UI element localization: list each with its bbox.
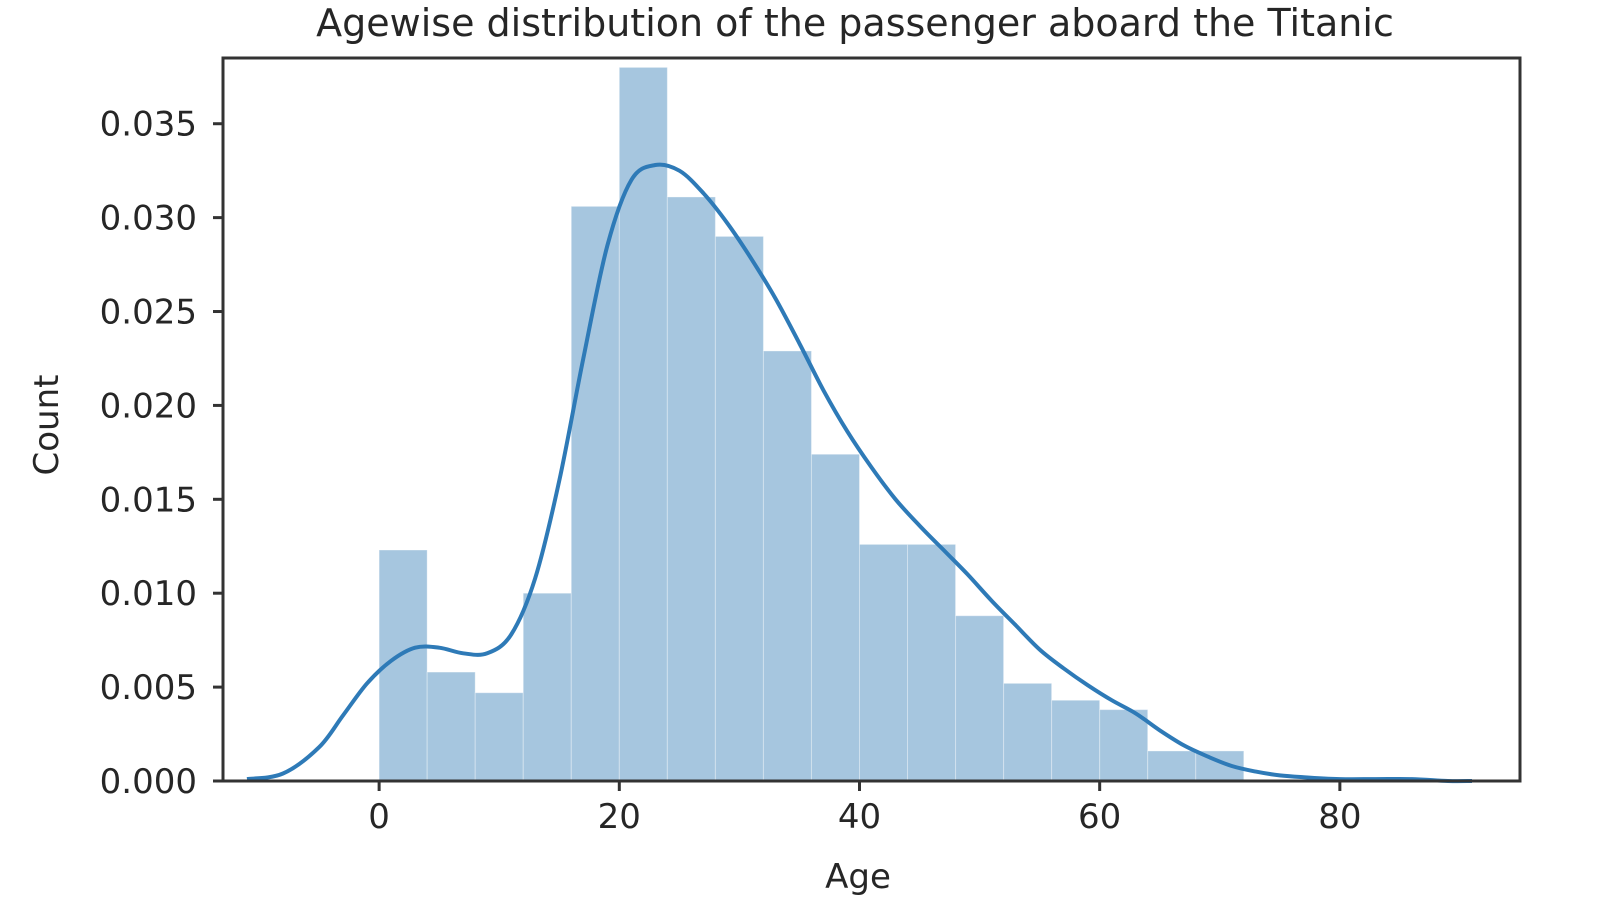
histogram-bars [378,66,1245,782]
histogram-bar [666,196,716,782]
y-tick-label: 0.020 [100,386,197,426]
histogram-bar [1051,699,1101,782]
histogram-bar [955,615,1005,782]
x-tick-label: 60 [1078,797,1121,837]
y-tick-label: 0.025 [100,293,197,333]
histogram-bar [426,671,476,782]
histogram-bar [810,453,860,782]
histogram-bar [474,692,524,782]
y-tick-label: 0.030 [100,199,197,239]
y-tick-label: 0.035 [100,105,197,145]
histogram-bar [1099,709,1149,782]
x-tick-label: 40 [838,797,881,837]
histogram-bar [907,543,957,782]
y-axis-title: Count [27,375,67,476]
y-tick-label: 0.010 [100,574,197,614]
x-tick-label: 80 [1318,797,1361,837]
x-axis-title: Age [825,857,891,897]
histogram-bar [522,592,572,782]
histogram-bar [762,350,812,782]
x-axis-ticks: 0 20 40 60 80 [368,781,1361,837]
kde-curve-group [246,162,1473,784]
histogram-bar [714,235,764,782]
y-axis-ticks: 0.000 0.005 0.010 0.015 0.020 0.025 0.030 0.035 [100,105,223,802]
y-tick-label: 0.005 [100,668,197,708]
axes-frame [221,56,1522,783]
x-tick-label: 0 [368,797,390,837]
kde-line [246,162,1473,784]
chart-title: Agewise distribution of the passenger ab… [316,1,1394,45]
histogram-bar [1003,682,1053,782]
x-tick-label: 20 [598,797,641,837]
y-tick-label: 0.000 [100,762,197,802]
plot-frame [221,56,1522,783]
histogram-bar [1147,750,1197,782]
y-tick-label: 0.015 [100,480,197,520]
histogram-bar [618,66,668,782]
histogram-bar [858,543,909,782]
